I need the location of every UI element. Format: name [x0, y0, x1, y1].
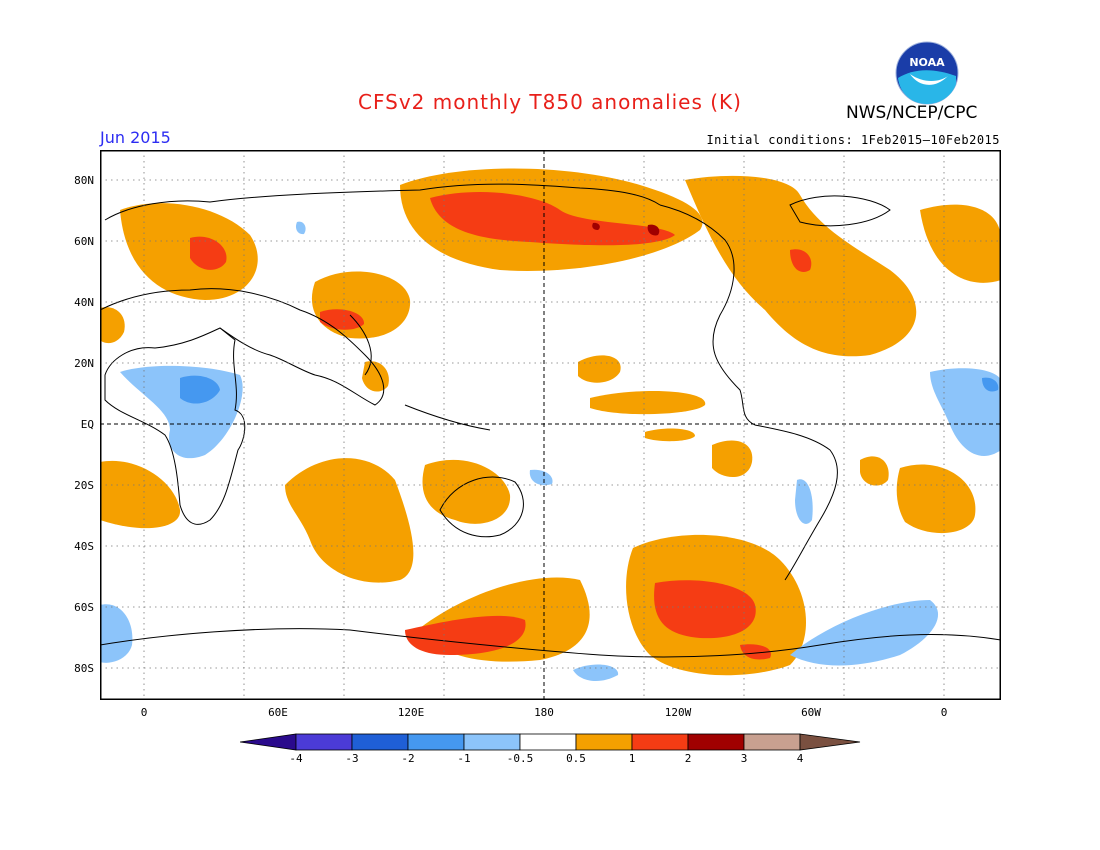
colorbar-segment — [687, 733, 745, 751]
colorbar-segment — [743, 733, 801, 751]
lon-label: 60W — [801, 706, 821, 719]
lon-label: 120E — [397, 706, 425, 719]
colorbar-label: -4 — [289, 752, 303, 765]
noaa-logo: NOAA — [894, 40, 960, 110]
lat-label: 80N — [74, 174, 94, 187]
colorbar-segment — [631, 733, 689, 751]
lat-label: 60S — [74, 601, 94, 614]
moderate-cool-anomaly-regions — [180, 375, 999, 404]
lat-label: 40N — [74, 296, 94, 309]
forecast-period: Jun 2015 — [100, 128, 171, 147]
colorbar-label: 2 — [684, 752, 692, 765]
colorbar-segment — [351, 733, 409, 751]
lat-label: 60N — [74, 235, 94, 248]
lat-label: 20S — [74, 479, 94, 492]
lon-label: 0 — [140, 706, 148, 719]
very-strong-warm-anomaly-regions — [592, 222, 660, 236]
lat-label: EQ — [80, 418, 94, 431]
lat-label: 20N — [74, 357, 94, 370]
lon-label: 60E — [268, 706, 288, 719]
colorbar-label: -0.5 — [506, 752, 534, 765]
colorbar-label: -1 — [457, 752, 471, 765]
strong-warm-anomaly-regions — [190, 191, 812, 660]
lon-label: 180 — [534, 706, 554, 719]
lat-label: 80S — [74, 662, 94, 675]
colorbar-label: -3 — [345, 752, 359, 765]
coastlines — [99, 183, 1002, 658]
lat-label: 40S — [74, 540, 94, 553]
colorbar-label: 3 — [740, 752, 748, 765]
anomaly-map — [99, 150, 1002, 700]
lon-label: 0 — [940, 706, 948, 719]
colorbar-label: 0.5 — [566, 752, 586, 765]
colorbar-segment — [407, 733, 465, 751]
agency-label: NWS/NCEP/CPC — [846, 103, 978, 123]
colorbar-segment — [239, 733, 297, 751]
colorbar — [239, 732, 862, 756]
map-frame — [100, 150, 1001, 700]
colorbar-label: -2 — [401, 752, 415, 765]
colorbar-segment — [463, 733, 521, 751]
lon-label: 120W — [664, 706, 692, 719]
reference-lines — [100, 150, 1001, 700]
colorbar-label: 1 — [628, 752, 636, 765]
colorbar-segment — [575, 733, 633, 751]
graticule — [100, 150, 1001, 700]
colorbar-segment — [295, 733, 353, 751]
map-title: CFSv2 monthly T850 anomalies (K) — [358, 90, 742, 114]
colorbar-label: 4 — [796, 752, 804, 765]
colorbar-segment — [799, 733, 861, 751]
initial-conditions: Initial conditions: 1Feb2015–10Feb2015 — [706, 133, 1000, 147]
noaa-logo-text: NOAA — [909, 56, 945, 69]
colorbar-segment — [519, 733, 577, 751]
